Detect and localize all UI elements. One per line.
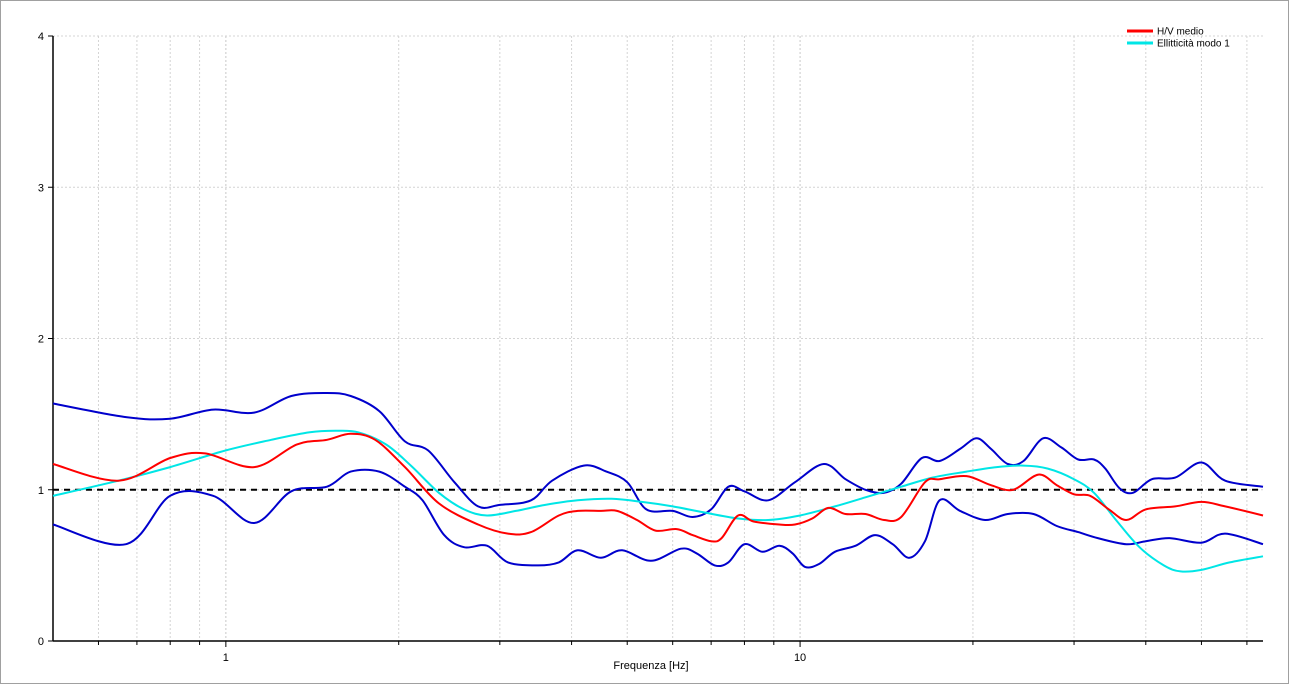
series-lines xyxy=(52,391,1264,573)
x-axis-label: Frequenza [Hz] xyxy=(613,660,688,672)
tick-labels: 0 1 2 3 4 1 10 xyxy=(38,31,806,664)
y-tick-label: 4 xyxy=(38,31,44,43)
series-hv-upper-bound xyxy=(52,391,1264,519)
y-tick-label: 2 xyxy=(38,334,44,346)
x-tick-label: 1 xyxy=(223,652,229,664)
x-tick-label: 10 xyxy=(794,652,806,664)
y-tick-label: 1 xyxy=(38,485,44,497)
axes xyxy=(48,35,1263,647)
grid-lines xyxy=(53,35,1263,641)
legend-entry-hv-medio: H/V medio xyxy=(1157,27,1204,38)
series-hv-lower-bound xyxy=(52,468,1264,569)
series-hv-medio xyxy=(52,432,1264,543)
legend-entry-ellitticita-modo-1: Ellitticità modo 1 xyxy=(1157,39,1230,50)
series-ellitticita-modo-1 xyxy=(52,429,1264,573)
y-tick-label: 3 xyxy=(38,182,44,194)
y-tick-label: 0 xyxy=(38,636,44,648)
